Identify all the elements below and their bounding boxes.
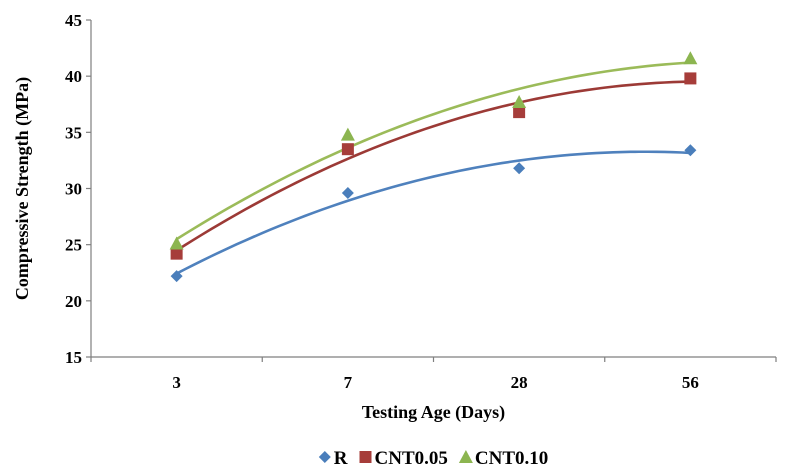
data-point-r (684, 144, 697, 157)
y-axis-title: Compressive Strength (MPa) (12, 77, 33, 300)
x-axis-title: Testing Age (Days) (362, 402, 505, 423)
data-point-r (513, 162, 526, 175)
trendline-r (176, 150, 691, 275)
data-point-cnt0-05 (684, 72, 697, 85)
legend-item: CNT0.05 (359, 448, 448, 469)
legend-label: CNT0.05 (375, 448, 448, 469)
legend-label: R (334, 448, 348, 469)
y-tick-label: 30 (65, 180, 82, 199)
y-tick-label: 45 (65, 11, 82, 30)
data-point-r (170, 270, 183, 283)
y-tick-label: 40 (65, 67, 82, 86)
data-point-cnt0-10 (169, 236, 184, 250)
x-tick-label: 28 (511, 373, 528, 392)
trendline-cnt0-05 (175, 80, 691, 252)
legend-item: CNT0.10 (458, 448, 548, 469)
x-tick-label: 56 (682, 373, 699, 392)
y-tick-label: 35 (65, 123, 82, 142)
data-point-cnt0-05 (341, 143, 354, 156)
legend: R CNT0.05 CNT0.10 (318, 448, 548, 469)
y-tick-label: 25 (65, 236, 82, 255)
x-tick-label: 3 (172, 373, 181, 392)
data-point-cnt0-10 (512, 95, 527, 109)
legend-item: R (318, 448, 348, 469)
data-points (169, 51, 698, 283)
data-point-cnt0-05 (170, 247, 183, 260)
legend-label: CNT0.10 (475, 448, 548, 469)
legend-marker (458, 450, 473, 463)
data-point-cnt0-10 (683, 51, 698, 65)
data-point-cnt0-05 (513, 106, 526, 119)
legend-marker (318, 451, 331, 463)
trendline-cnt0-10 (175, 61, 691, 241)
y-tick-label: 20 (65, 292, 82, 311)
x-tick-label: 7 (344, 373, 353, 392)
data-point-r (341, 186, 354, 199)
legend-marker (359, 451, 372, 463)
trendlines (175, 61, 691, 275)
data-point-cnt0-10 (340, 127, 355, 141)
y-tick-label: 15 (65, 348, 82, 367)
axes: 15 20 25 30 35 40 45 3 7 28 56 (65, 11, 777, 392)
